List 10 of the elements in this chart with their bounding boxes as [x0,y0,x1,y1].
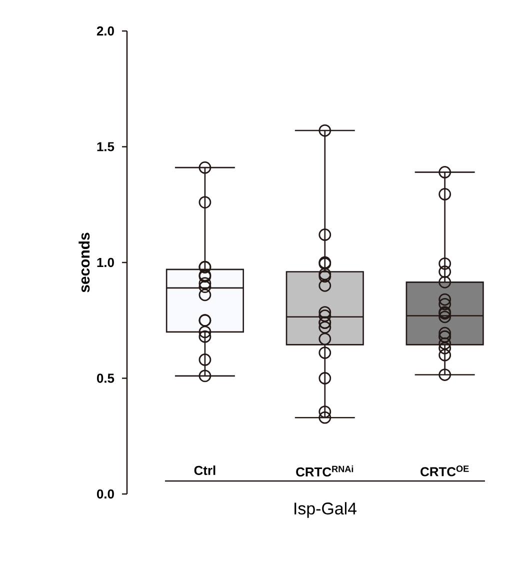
y-tick-label: 1.0 [97,258,114,268]
y-tick-label: 1.5 [97,142,114,152]
x-tick-label: CRTC$^{RNAi}$ [296,466,354,477]
y-axis-title: seconds [78,232,90,292]
y-tick-label: 2.0 [96,26,114,36]
text: Isp-Gal4 [294,502,356,518]
y-tick-label: 0.0 [96,489,114,499]
x-tick-label: Ctrl [194,466,216,476]
y-tick-label: 0.5 [96,374,114,383]
x-tick-label: CRTC$^{OE}$ [420,466,469,476]
